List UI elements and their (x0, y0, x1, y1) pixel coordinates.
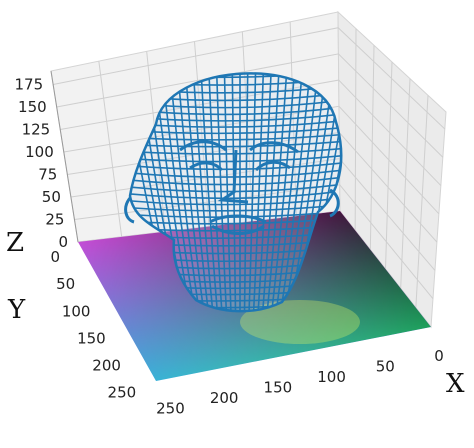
x-tick-label: 250 (156, 400, 185, 418)
z-tick-label: 75 (38, 166, 57, 184)
z-tick-label: 175 (14, 76, 43, 94)
x-tick-label: 50 (376, 358, 395, 376)
mesh-line (248, 73, 257, 312)
mesh-line (191, 73, 215, 312)
y-axis-tick-labels: 0 50 100 150 200 250 (50, 248, 136, 402)
y-tick-label: 150 (77, 329, 106, 347)
grid-line (385, 61, 393, 270)
y-tick-label: 50 (56, 275, 75, 293)
mesh-line (256, 73, 273, 312)
x-tick-label: 0 (434, 347, 444, 365)
grid-line (354, 28, 357, 231)
y-tick-label: 100 (62, 302, 91, 320)
grid-line (60, 79, 442, 186)
x-tick-label: 200 (210, 389, 239, 407)
mesh-line (261, 73, 281, 312)
grid-line (70, 158, 436, 271)
z-tick-label: 50 (42, 188, 61, 206)
grid-line (56, 53, 444, 158)
z-axis-label: Z (6, 228, 24, 258)
grid-line (98, 61, 123, 237)
grid-line (400, 78, 411, 289)
z-axis-line (50, 70, 79, 243)
x-axis-label: X (446, 369, 465, 399)
mesh-line (207, 73, 224, 312)
z-tick-label: 25 (45, 211, 64, 229)
mesh-line (274, 73, 305, 312)
mesh-line (252, 73, 265, 312)
z-tick-label: 125 (22, 121, 51, 139)
mesh-line (223, 73, 232, 312)
mesh-line (199, 73, 219, 312)
z-tick-label: 100 (25, 143, 54, 161)
y-tick-label: 250 (108, 384, 137, 402)
y-axis-label: Y (7, 295, 26, 325)
x-tick-label: 150 (264, 379, 293, 397)
y-tick-label: 0 (50, 248, 60, 266)
grid-line (369, 45, 375, 250)
grid-line (74, 184, 434, 300)
z-axis-tick-labels: 0 25 50 75 100 125 150 175 (14, 76, 68, 252)
mesh-line (265, 73, 289, 312)
mesh-line (215, 73, 228, 312)
mesh-line (270, 73, 297, 312)
x-tick-label: 100 (317, 368, 346, 386)
grid-line (53, 27, 446, 130)
z-tick-label: 0 (58, 233, 68, 251)
y-tick-label: 200 (92, 357, 121, 375)
grid-line (415, 95, 429, 308)
mesh-line (243, 73, 249, 312)
x-axis-tick-labels: 0 50 100 150 200 250 (156, 347, 444, 418)
z-tick-label: 150 (18, 98, 47, 116)
